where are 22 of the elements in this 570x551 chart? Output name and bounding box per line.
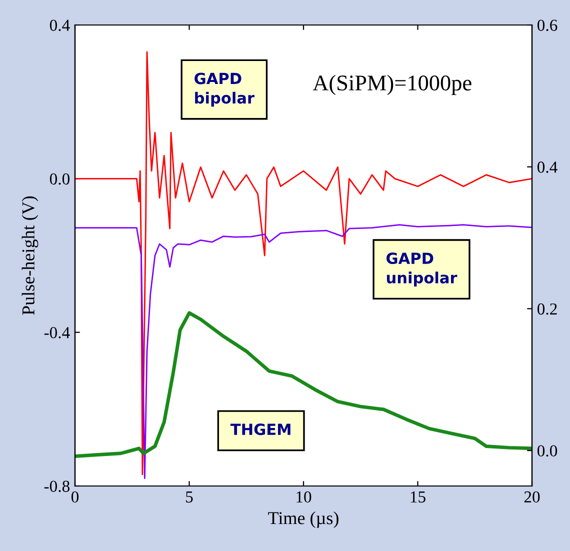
y2-tick-label: 0.6 xyxy=(537,20,558,32)
annotation: A(SiPM)=1000pe xyxy=(312,74,472,96)
x-tick-label: 20 xyxy=(524,491,540,503)
text: GAPD bipolar xyxy=(194,72,254,107)
line-series xyxy=(75,224,532,480)
x-tick-label: 5 xyxy=(186,492,193,503)
y2-tick-label: 0.0 xyxy=(537,445,558,457)
line-series xyxy=(75,51,532,476)
text: THGEM xyxy=(230,424,290,436)
y2-tick-label: 0.4 xyxy=(537,162,558,173)
y2-tick-label: 0.2 xyxy=(537,303,557,315)
y-axis-title: Pulse-height (V) xyxy=(22,196,38,315)
series-label: GAPD unipolar xyxy=(386,252,458,286)
y-tick-label: -0.4 xyxy=(44,327,70,338)
x-tick-label: 0 xyxy=(71,491,79,503)
y-tick-label: 0.4 xyxy=(50,20,70,32)
y-tick-label: 0.0 xyxy=(50,173,70,185)
x-axis-title: Time (µs) xyxy=(268,512,338,528)
line-series xyxy=(75,311,532,458)
y-tick-label: -0.8 xyxy=(44,480,70,492)
x-tick-label: 10 xyxy=(296,491,312,503)
x-tick-label: 15 xyxy=(410,491,426,503)
